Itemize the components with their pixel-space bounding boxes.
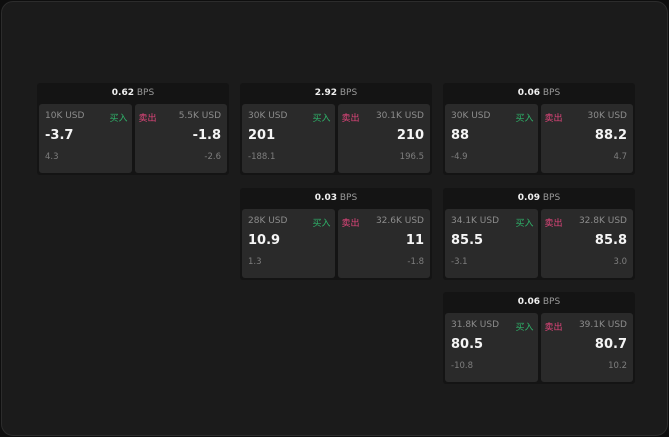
quote-tile: 0.03 BPS 28K USD 买入 10.9 1.3 卖出 32.6K US… (240, 188, 432, 280)
buy-price: 88 (451, 128, 470, 143)
sell-price: 11 (405, 233, 424, 248)
sell-button[interactable]: 卖出 5.5K USD -1.8 -2.6 (134, 104, 227, 173)
sell-change: 196.5 (399, 152, 424, 162)
spread-value: 0.03 (314, 193, 337, 203)
buy-change: 1.3 (248, 257, 262, 267)
sell-label: 卖出 (341, 219, 360, 229)
quote-tile: 0.06 BPS 30K USD 买入 88 -4.9 卖出 30K USD 8… (443, 83, 635, 175)
buy-label: 买入 (312, 219, 331, 229)
sell-label: 卖出 (544, 219, 563, 229)
buy-change: -10.8 (451, 361, 473, 371)
sell-button[interactable]: 卖出 32.8K USD 85.8 3.0 (540, 209, 633, 278)
sell-button[interactable]: 卖出 39.1K USD 80.7 10.2 (540, 313, 633, 382)
spread-header: 2.92 BPS (240, 83, 432, 103)
quote-tile: 0.06 BPS 31.8K USD 买入 80.5 -10.8 卖出 39.1… (443, 292, 635, 384)
sell-size: 32.6K USD (375, 216, 424, 226)
buy-price: 85.5 (451, 233, 484, 248)
buy-label: 买入 (312, 114, 331, 124)
sell-price: 85.8 (594, 233, 627, 248)
spread-value: 0.62 (111, 88, 134, 98)
spread-value: 0.09 (517, 193, 540, 203)
buy-price: 80.5 (451, 337, 484, 352)
buy-size: 30K USD (451, 111, 491, 121)
spread-header: 0.06 BPS (443, 292, 635, 312)
quote-tile: 0.09 BPS 34.1K USD 买入 85.5 -3.1 卖出 32.8K… (443, 188, 635, 280)
spread-unit: BPS (136, 88, 155, 98)
sell-change: 10.2 (608, 361, 627, 371)
buy-change: 4.3 (45, 152, 59, 162)
buy-button[interactable]: 28K USD 买入 10.9 1.3 (242, 209, 335, 278)
spread-header: 0.03 BPS (240, 188, 432, 208)
buy-size: 10K USD (45, 111, 85, 121)
spread-value: 2.92 (314, 88, 337, 98)
sell-button[interactable]: 卖出 30.1K USD 210 196.5 (337, 104, 430, 173)
sell-size: 5.5K USD (178, 111, 221, 121)
sell-price: 80.7 (594, 337, 627, 352)
buy-label: 买入 (109, 114, 128, 124)
sell-label: 卖出 (544, 323, 563, 333)
spread-unit: BPS (339, 193, 358, 203)
buy-size: 28K USD (248, 216, 288, 226)
sell-price: 210 (396, 128, 424, 143)
buy-price: 201 (248, 128, 276, 143)
buy-label: 买入 (515, 219, 534, 229)
buy-button[interactable]: 34.1K USD 买入 85.5 -3.1 (445, 209, 538, 278)
buy-change: -3.1 (451, 257, 468, 267)
buy-size: 30K USD (248, 111, 288, 121)
sell-price: 88.2 (594, 128, 627, 143)
sell-change: 4.7 (613, 152, 627, 162)
sell-label: 卖出 (341, 114, 360, 124)
buy-button[interactable]: 10K USD 买入 -3.7 4.3 (39, 104, 132, 173)
buy-label: 买入 (515, 323, 534, 333)
buy-button[interactable]: 30K USD 买入 88 -4.9 (445, 104, 538, 173)
buy-size: 34.1K USD (451, 216, 500, 226)
sell-change: -2.6 (204, 152, 221, 162)
quote-tile: 2.92 BPS 30K USD 买入 201 -188.1 卖出 30.1K … (240, 83, 432, 175)
sell-label: 卖出 (138, 114, 157, 124)
spread-unit: BPS (542, 193, 561, 203)
buy-price: 10.9 (248, 233, 281, 248)
sell-button[interactable]: 卖出 32.6K USD 11 -1.8 (337, 209, 430, 278)
sell-size: 32.8K USD (578, 216, 627, 226)
sell-size: 30.1K USD (375, 111, 424, 121)
sell-change: -1.8 (407, 257, 424, 267)
spread-unit: BPS (542, 88, 561, 98)
spread-value: 0.06 (517, 88, 540, 98)
sell-change: 3.0 (613, 257, 627, 267)
sell-size: 39.1K USD (578, 320, 627, 330)
spread-header: 0.62 BPS (37, 83, 229, 103)
sell-button[interactable]: 卖出 30K USD 88.2 4.7 (540, 104, 633, 173)
spread-header: 0.06 BPS (443, 83, 635, 103)
spread-unit: BPS (339, 88, 358, 98)
buy-change: -188.1 (248, 152, 276, 162)
sell-price: -1.8 (192, 128, 221, 143)
buy-label: 买入 (515, 114, 534, 124)
spread-header: 0.09 BPS (443, 188, 635, 208)
buy-size: 31.8K USD (451, 320, 500, 330)
buy-button[interactable]: 31.8K USD 买入 80.5 -10.8 (445, 313, 538, 382)
buy-price: -3.7 (45, 128, 74, 143)
buy-change: -4.9 (451, 152, 468, 162)
spread-value: 0.06 (517, 297, 540, 307)
sell-label: 卖出 (544, 114, 563, 124)
quote-tile: 0.62 BPS 10K USD 买入 -3.7 4.3 卖出 5.5K USD… (37, 83, 229, 175)
spread-unit: BPS (542, 297, 561, 307)
sell-size: 30K USD (587, 111, 627, 121)
buy-button[interactable]: 30K USD 买入 201 -188.1 (242, 104, 335, 173)
